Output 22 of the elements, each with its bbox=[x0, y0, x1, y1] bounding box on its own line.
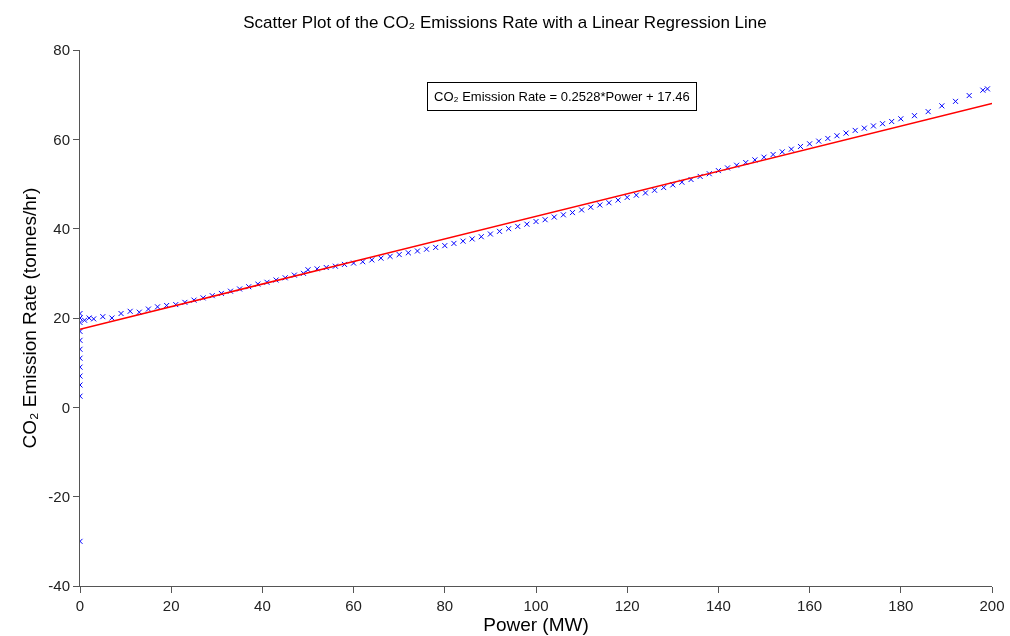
y-axis-title: CO₂ Emission Rate (tonnes/hr) bbox=[19, 187, 41, 449]
x-tick-label: 0 bbox=[75, 597, 85, 614]
y-tick-label: 0 bbox=[61, 398, 70, 416]
x-tick-label: 160 bbox=[797, 597, 823, 614]
x-tick-label: 140 bbox=[705, 597, 731, 614]
x-tick-label: 60 bbox=[345, 597, 362, 614]
x-tick-label: 180 bbox=[888, 597, 914, 614]
y-tick-label: 20 bbox=[53, 309, 70, 327]
x-tick-label: 80 bbox=[436, 597, 454, 614]
y-tick-label: 40 bbox=[53, 219, 70, 237]
x-axis-title: Power (MW) bbox=[483, 614, 589, 635]
chart-title: Scatter Plot of the CO₂ Emissions Rate with a Linear Regression Line bbox=[243, 12, 767, 32]
y-tick-label: -40 bbox=[48, 577, 70, 595]
y-tick-label: 60 bbox=[53, 130, 70, 148]
annotation: CO₂ Emission Rate = 0.2528*Power + 17.46 bbox=[434, 89, 690, 104]
x-tick-label: 20 bbox=[162, 597, 180, 614]
y-tick-label: 80 bbox=[53, 41, 70, 59]
x-tick-label: 40 bbox=[254, 597, 271, 614]
x-tick-label: 200 bbox=[979, 597, 1005, 614]
x-tick-label: 120 bbox=[614, 597, 640, 614]
y-tick-label: -20 bbox=[48, 487, 70, 505]
x-tick-label: 100 bbox=[523, 597, 549, 614]
